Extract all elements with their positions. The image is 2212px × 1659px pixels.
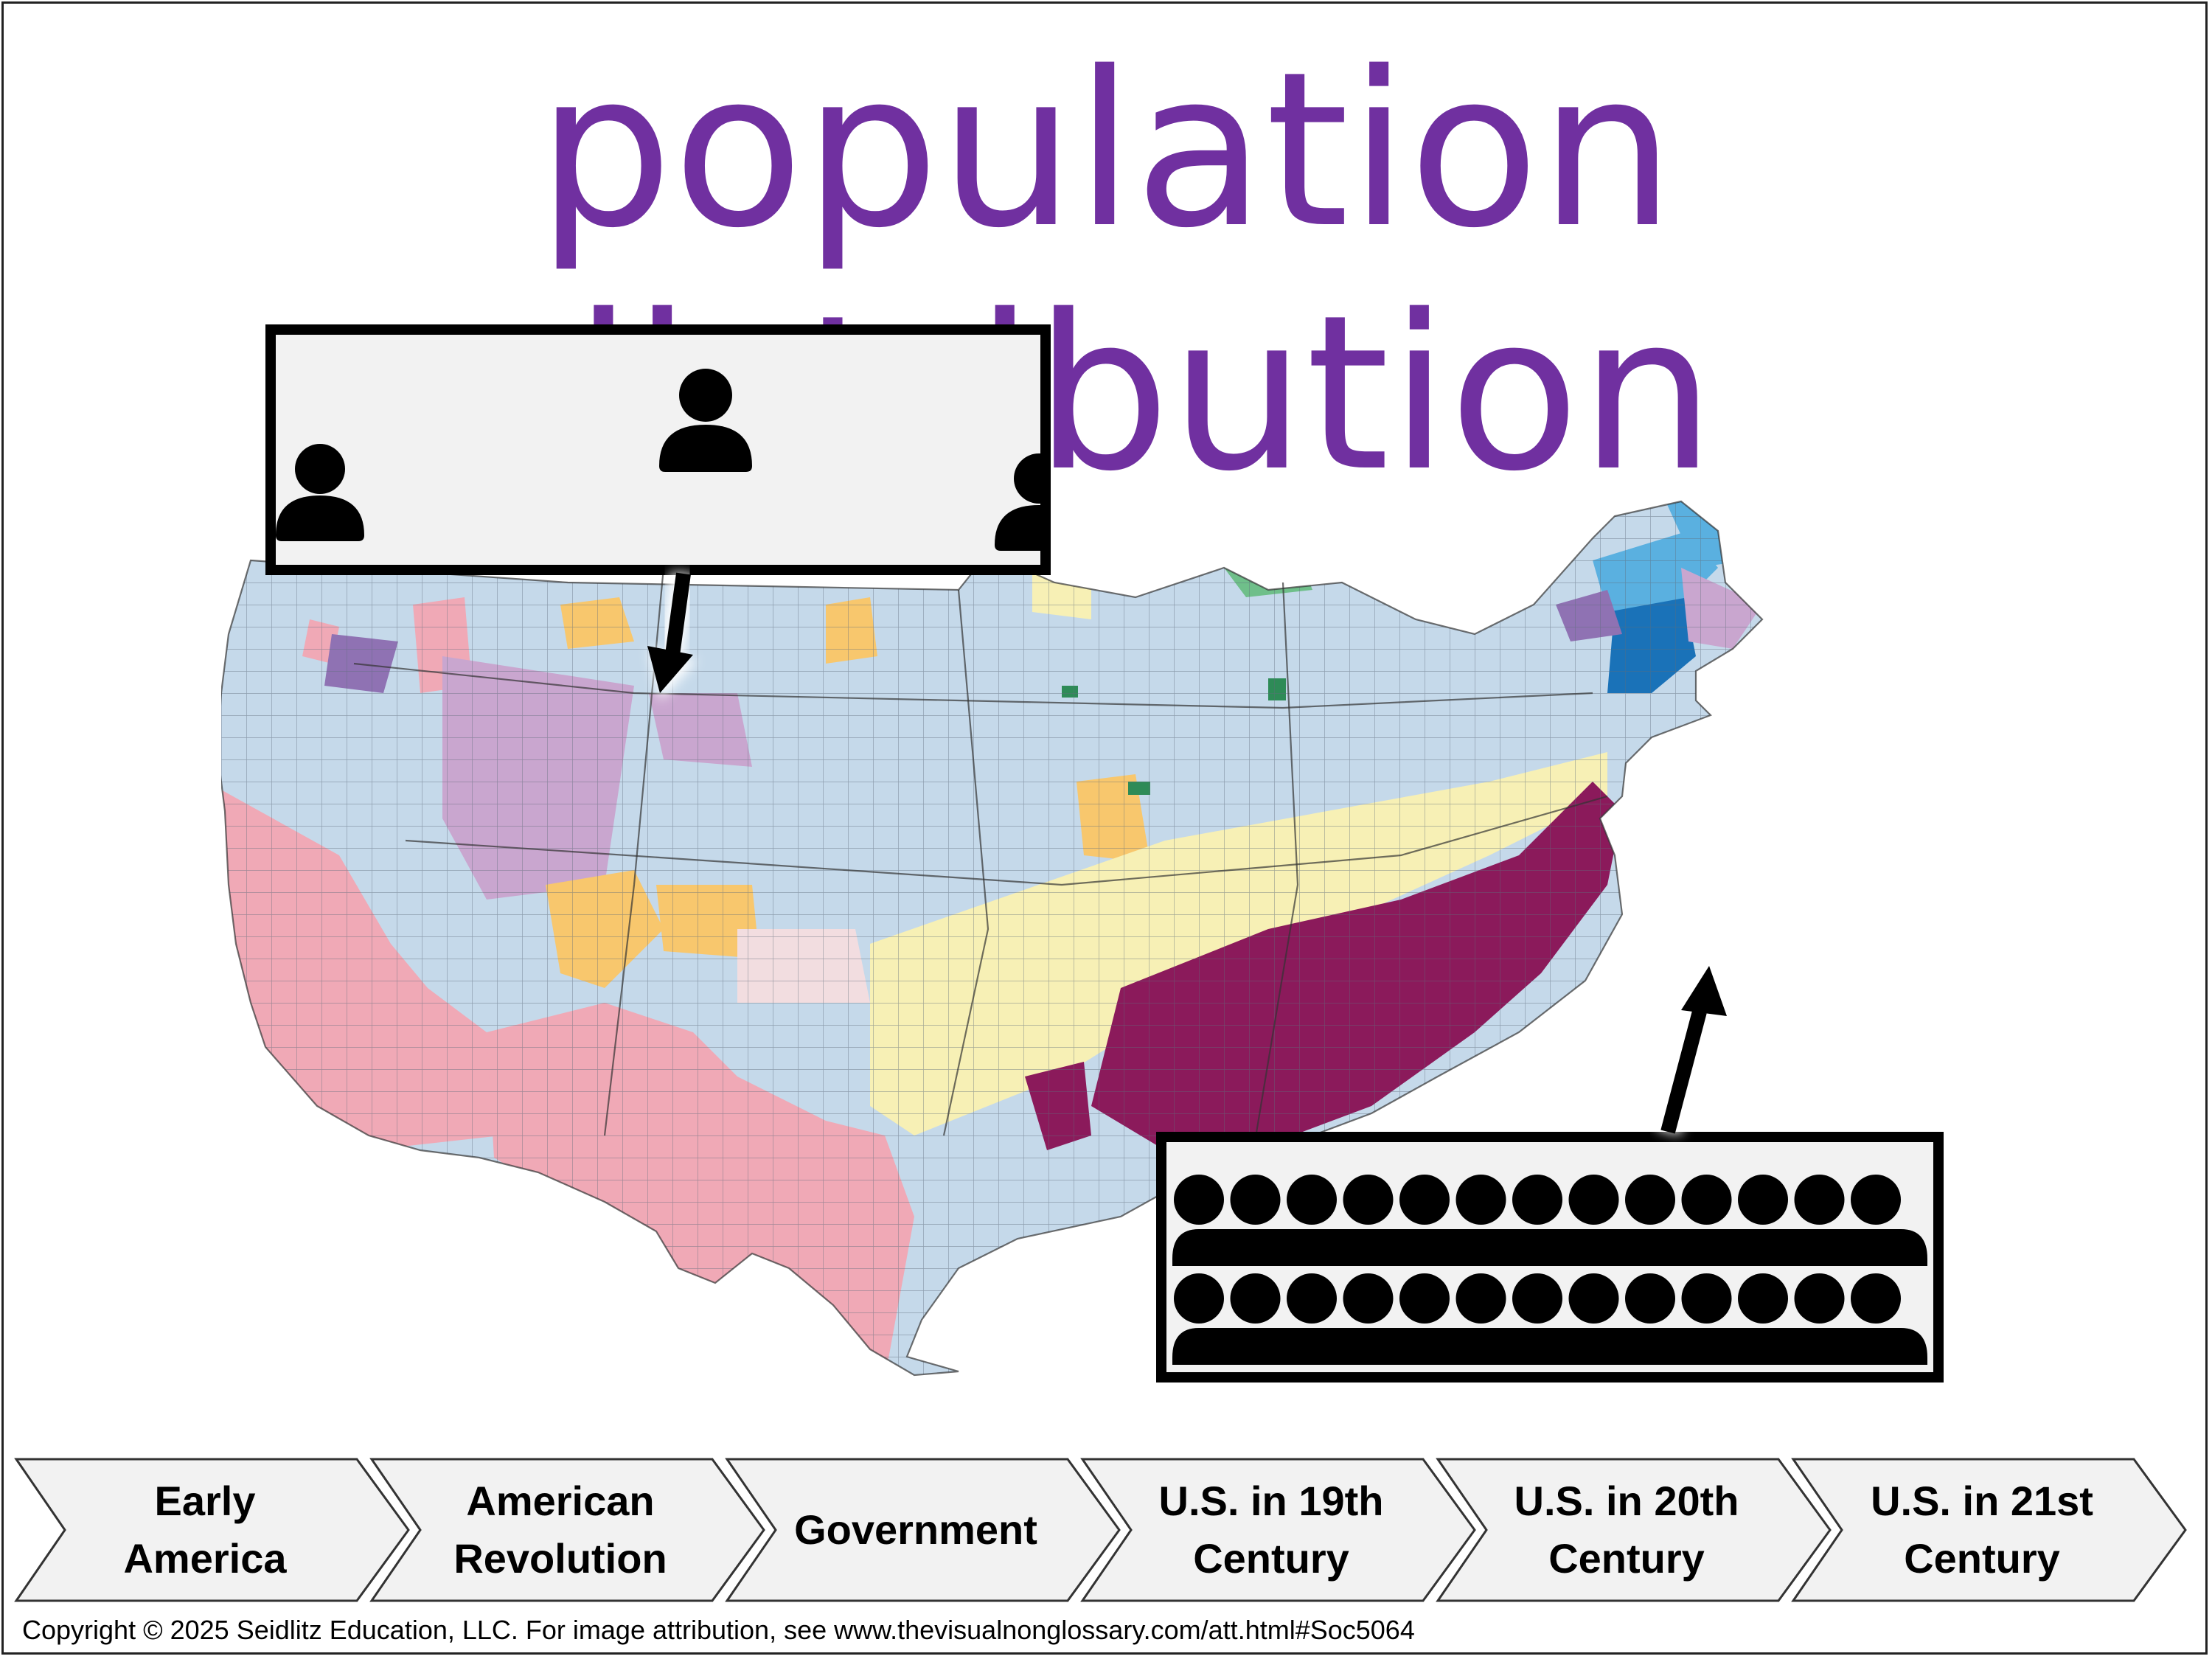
sparse-population-callout: [265, 324, 1051, 575]
crowd-person-head: [1681, 1273, 1732, 1324]
copyright-text: Copyright © 2025 Seidlitz Education, LLC…: [22, 1615, 1415, 1645]
crowd-row: [1172, 1273, 1927, 1365]
crowd-person-head: [1512, 1273, 1562, 1324]
topic-navigation: Early America American Revolution Governme…: [13, 1456, 2203, 1604]
crowd-person-head: [1287, 1175, 1337, 1225]
crowd-person-head: [1625, 1175, 1675, 1225]
crowd-person-head: [1568, 1273, 1619, 1324]
nav-item-3[interactable]: U.S. in 19th Century: [1079, 1456, 1478, 1604]
chevron-shape: [1436, 1458, 1832, 1602]
crowd-person-head: [1681, 1175, 1732, 1225]
dense-population-callout: [1156, 1132, 1944, 1382]
crowd-person-head: [1230, 1273, 1281, 1324]
nav-item-4[interactable]: U.S. in 20th Century: [1435, 1456, 1833, 1604]
chevron-shape: [369, 1458, 765, 1602]
crowd-person-head: [1399, 1273, 1450, 1324]
crowd-person-head: [1512, 1175, 1562, 1225]
crowd-person-head: [1738, 1273, 1788, 1324]
nav-item-0[interactable]: Early America: [13, 1456, 411, 1604]
nav-item-1[interactable]: American Revolution: [369, 1456, 767, 1604]
chevron-shape: [14, 1458, 410, 1602]
crowd-person-head: [1738, 1175, 1788, 1225]
crowd-person-head: [1851, 1273, 1901, 1324]
nav-item-label: American Revolution: [453, 1478, 667, 1582]
chevron-shape: [1080, 1458, 1476, 1602]
crowd-person-head: [1174, 1175, 1224, 1225]
crowd-person-head: [1343, 1273, 1394, 1324]
crowd-person-head: [1287, 1273, 1337, 1324]
nav-item-2[interactable]: Government: [724, 1456, 1122, 1604]
chevron-shape: [1791, 1458, 2187, 1602]
person-icon-group: [276, 369, 1040, 551]
crowd-person-head: [1174, 1273, 1224, 1324]
crowd-person-head: [1794, 1273, 1845, 1324]
crowd-person-head: [1455, 1175, 1506, 1225]
crowd-person-head: [1851, 1175, 1901, 1225]
person-icon: [659, 369, 752, 472]
crowd-person-head: [1343, 1175, 1394, 1225]
crowd-person-head: [1794, 1175, 1845, 1225]
person-icon: [276, 444, 364, 541]
crowd-icon: [1172, 1175, 1927, 1365]
crowd-person-head: [1455, 1273, 1506, 1324]
arrow-to-west: [647, 571, 697, 700]
crowd-person-head: [1399, 1175, 1450, 1225]
crowd-person-head: [1625, 1273, 1675, 1324]
crowd-person-head: [1230, 1175, 1281, 1225]
arrow-to-southeast: [1655, 959, 1733, 1135]
nav-item-label: U.S. in 21st Century: [1871, 1478, 2093, 1582]
crowd-row: [1172, 1175, 1927, 1266]
nav-item-label: Early America: [123, 1478, 287, 1582]
nav-item-label: U.S. in 19th Century: [1158, 1478, 1384, 1582]
crowd-person-head: [1568, 1175, 1619, 1225]
nav-item-label: U.S. in 20th Century: [1514, 1478, 1739, 1582]
nav-item-label: Government: [794, 1506, 1037, 1553]
person-icon: [995, 453, 1040, 551]
nav-item-5[interactable]: U.S. in 21st Century: [1790, 1456, 2188, 1604]
chevron-shape: [725, 1458, 1121, 1602]
